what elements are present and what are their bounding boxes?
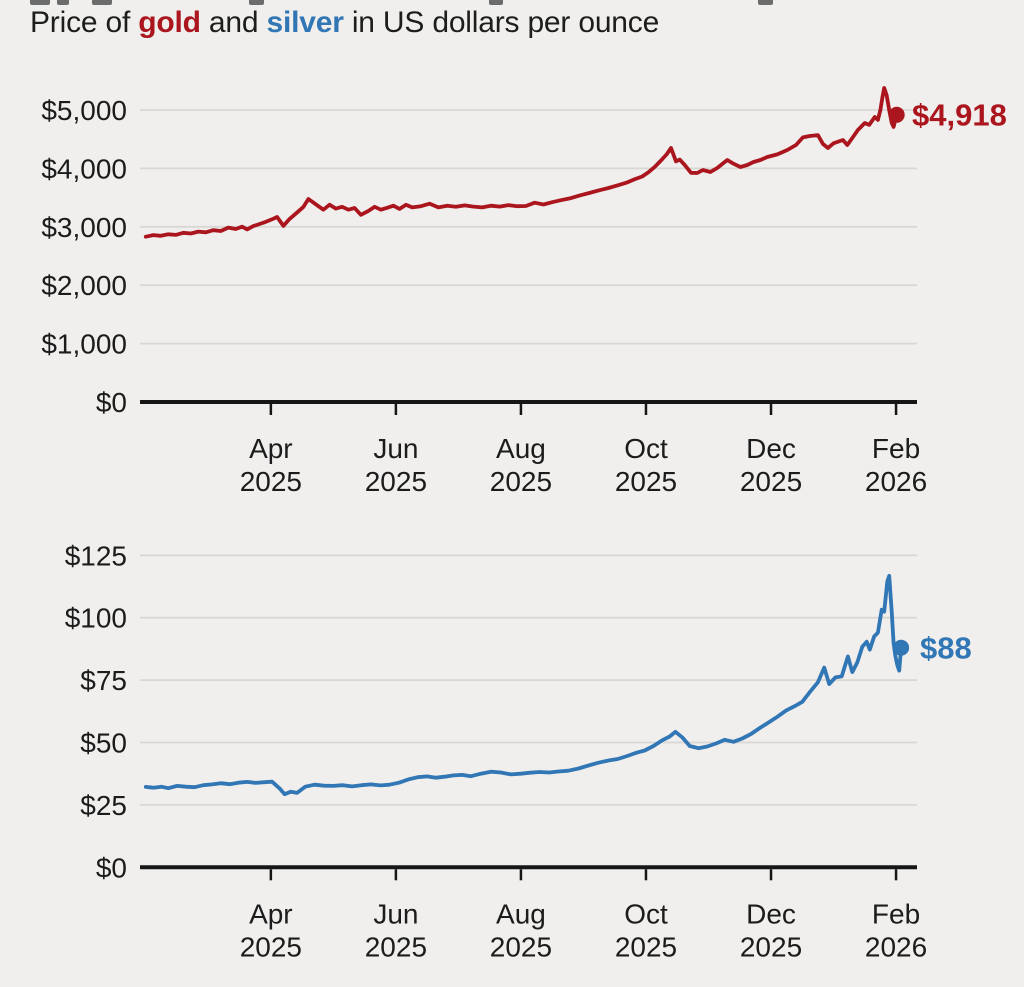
y-tick-label: $0 xyxy=(96,387,127,418)
x-tick-label-year: 2025 xyxy=(490,931,552,962)
y-tick-label: $125 xyxy=(65,540,127,571)
chart-title: Price of gold and silver in US dollars p… xyxy=(30,6,659,40)
x-tick-label-month: Jun xyxy=(373,433,418,464)
y-tick-label: $5,000 xyxy=(41,95,127,126)
y-tick-label: $1,000 xyxy=(41,329,127,360)
x-tick-label-month: Feb xyxy=(872,898,920,929)
x-tick-label-month: Oct xyxy=(624,433,668,464)
title-silver-word: silver xyxy=(266,6,344,39)
gold-price-chart: $5,000$4,000$3,000$2,000$1,000$0Apr2025J… xyxy=(41,86,927,497)
x-tick-label-year: 2025 xyxy=(240,466,302,497)
y-tick-label: $3,000 xyxy=(41,212,127,243)
gold-price-line xyxy=(143,86,899,239)
y-tick-label: $0 xyxy=(96,852,127,883)
x-tick-label-year: 2025 xyxy=(740,466,802,497)
silver-price-line xyxy=(143,573,903,797)
x-tick-label-year: 2025 xyxy=(365,466,427,497)
title-gold-word: gold xyxy=(138,6,201,39)
x-tick-label-year: 2025 xyxy=(240,931,302,962)
y-tick-label: $25 xyxy=(80,790,127,821)
title-connector: and xyxy=(200,6,267,39)
x-tick-label-year: 2025 xyxy=(615,466,677,497)
y-tick-label: $4,000 xyxy=(41,153,127,184)
x-tick-label-year: 2026 xyxy=(865,931,927,962)
x-tick-label-month: Dec xyxy=(746,898,796,929)
x-tick-label-month: Oct xyxy=(624,898,668,929)
y-tick-label: $100 xyxy=(65,603,127,634)
title-prefix: Price of xyxy=(30,6,139,39)
y-tick-label: $2,000 xyxy=(41,270,127,301)
x-tick-label-year: 2025 xyxy=(740,931,802,962)
y-tick-label: $50 xyxy=(80,728,127,759)
x-tick-label-month: Apr xyxy=(249,898,293,929)
x-tick-label-month: Aug xyxy=(496,898,546,929)
silver-price-chart: $125$100$75$50$25$0Apr2025Jun2025Aug2025… xyxy=(65,540,928,962)
x-tick-label-month: Aug xyxy=(496,433,546,464)
x-tick-label-month: Jun xyxy=(373,898,418,929)
title-suffix: in US dollars per ounce xyxy=(343,6,660,39)
x-tick-label-month: Dec xyxy=(746,433,796,464)
x-tick-label-year: 2025 xyxy=(615,931,677,962)
y-tick-label: $75 xyxy=(80,665,127,696)
silver-latest-price-label: $88 xyxy=(920,630,972,666)
silver-latest-point xyxy=(893,639,910,656)
gold-latest-price-label: $4,918 xyxy=(912,97,1007,133)
x-tick-label-year: 2025 xyxy=(365,931,427,962)
x-tick-label-month: Apr xyxy=(249,433,293,464)
x-tick-label-year: 2025 xyxy=(490,466,552,497)
x-tick-label-month: Feb xyxy=(872,433,920,464)
x-tick-label-year: 2026 xyxy=(865,466,927,497)
gold-latest-point xyxy=(888,106,905,123)
